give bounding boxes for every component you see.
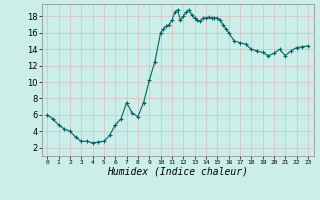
X-axis label: Humidex (Indice chaleur): Humidex (Indice chaleur) (107, 167, 248, 177)
